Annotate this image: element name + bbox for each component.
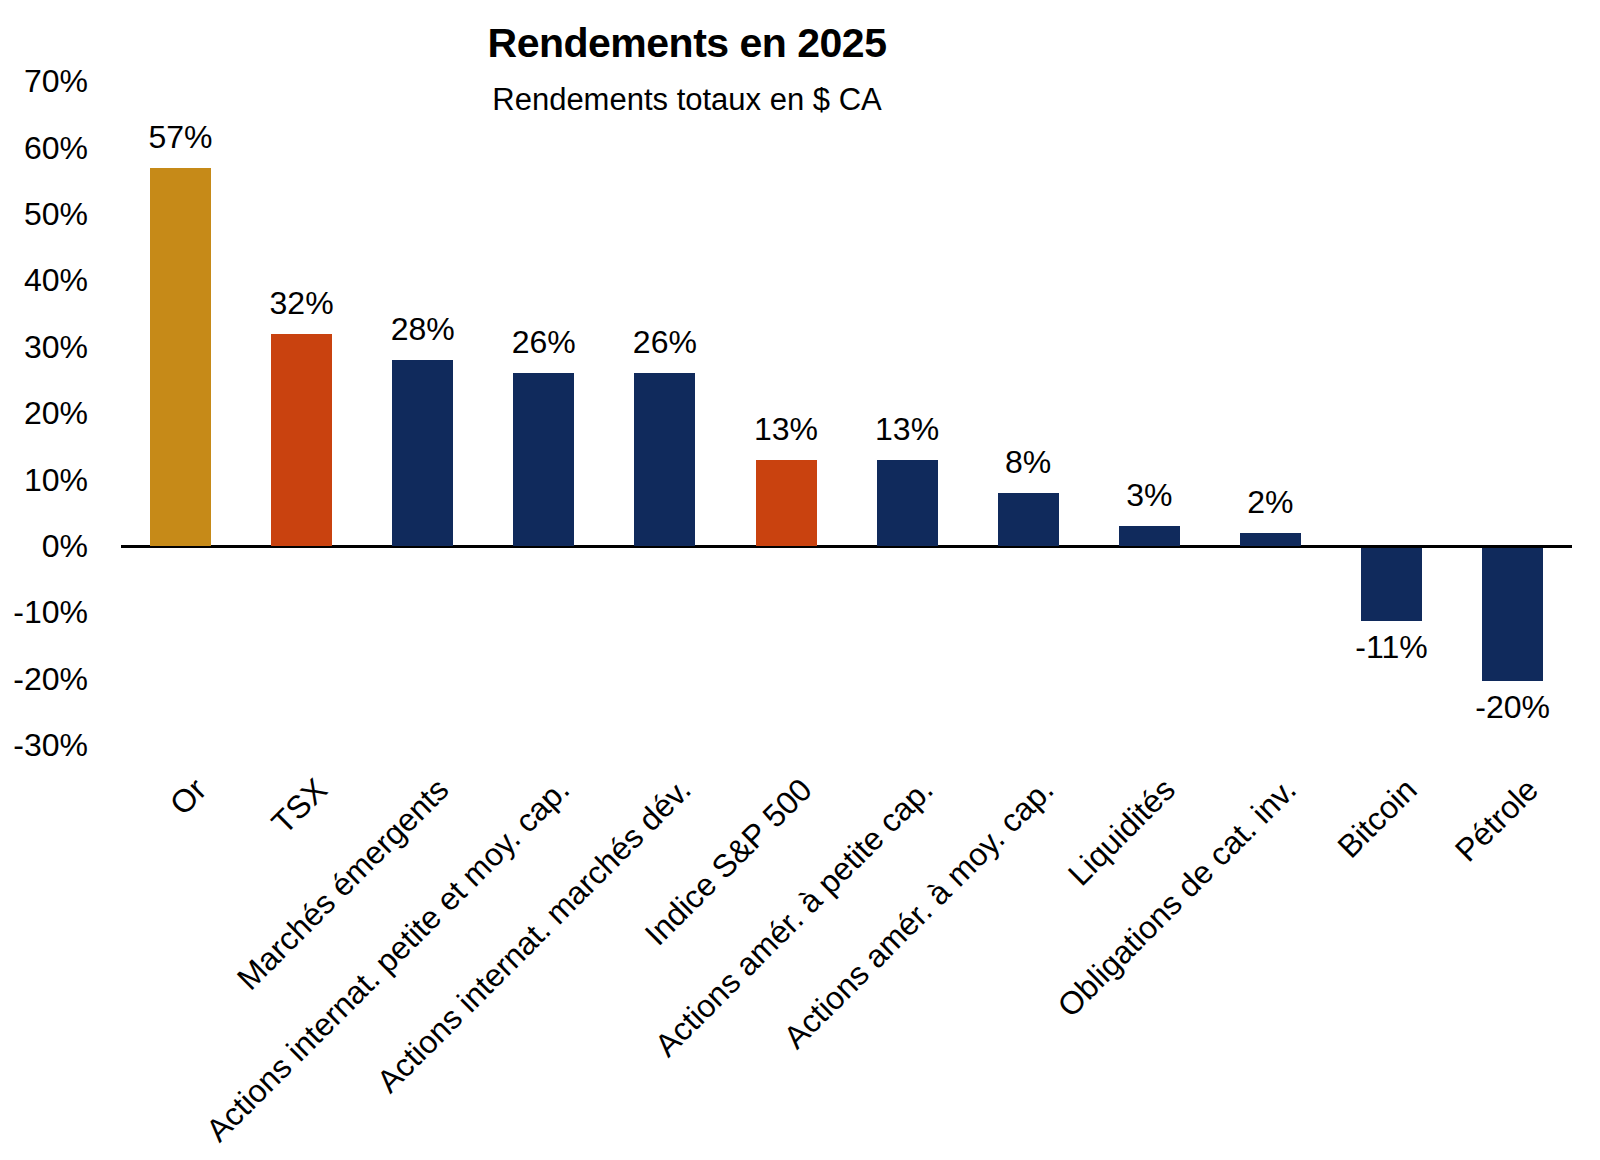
x-axis-label: Pétrole: [1449, 772, 1545, 868]
bar: [513, 373, 574, 546]
bar-value-label: 57%: [101, 119, 261, 155]
x-axis-label: Liquidités: [1062, 772, 1182, 892]
x-axis-label: TSX: [266, 772, 334, 840]
y-axis-tick-label: -20%: [0, 659, 88, 699]
bar: [1482, 548, 1543, 681]
bar-value-label: 2%: [1190, 484, 1350, 520]
bar-value-label: 13%: [827, 411, 987, 447]
bar: [392, 360, 453, 546]
chart-canvas: Rendements en 2025 Rendements totaux en …: [0, 0, 1600, 1160]
x-axis-label: Obligations de cat. inv.: [1051, 772, 1302, 1023]
x-axis-label: Bitcoin: [1332, 772, 1424, 864]
bar: [150, 168, 211, 546]
y-axis-tick-label: 10%: [0, 460, 88, 500]
y-axis-tick-label: 60%: [0, 128, 88, 168]
bar: [877, 460, 938, 546]
bar: [756, 460, 817, 546]
y-axis-tick-label: 30%: [0, 327, 88, 367]
chart-title: Rendements en 2025: [488, 20, 887, 67]
bar: [1240, 533, 1301, 546]
y-axis-tick-label: -30%: [0, 725, 88, 765]
x-axis-label: Marchés émergents: [231, 772, 455, 996]
y-axis-tick-label: 70%: [0, 61, 88, 101]
bar-value-label: -11%: [1312, 629, 1472, 665]
y-axis-tick-label: 0%: [0, 526, 88, 566]
bar-value-label: 26%: [585, 324, 745, 360]
bar: [998, 493, 1059, 546]
zero-axis-line: [121, 545, 1572, 548]
bar-value-label: -20%: [1433, 689, 1593, 725]
bar: [1119, 526, 1180, 546]
bar-value-label: 8%: [948, 444, 1108, 480]
y-axis-tick-label: -10%: [0, 592, 88, 632]
y-axis-tick-label: 20%: [0, 393, 88, 433]
bar: [1361, 548, 1422, 621]
chart-subtitle: Rendements totaux en $ CA: [492, 82, 881, 118]
y-axis-tick-label: 40%: [0, 260, 88, 300]
bar: [271, 334, 332, 546]
y-axis-tick-label: 50%: [0, 194, 88, 234]
bar: [634, 373, 695, 546]
x-axis-label: Or: [163, 772, 212, 821]
